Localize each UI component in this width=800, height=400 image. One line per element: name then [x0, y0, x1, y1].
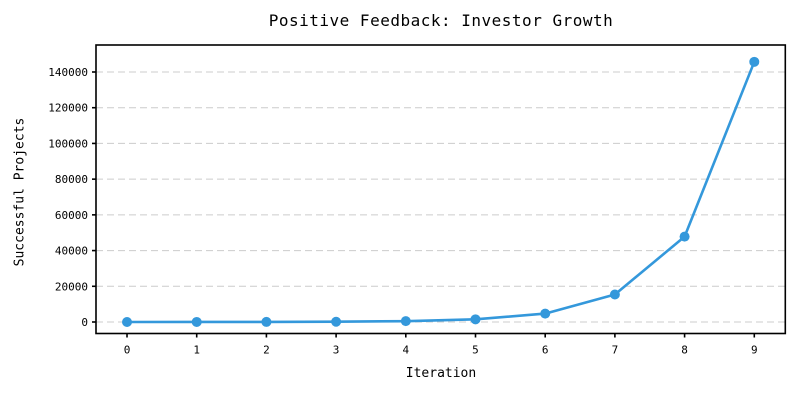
x-tick-label: 6	[542, 344, 549, 357]
chart-title: Positive Feedback: Investor Growth	[268, 11, 614, 30]
x-tick-label: 0	[124, 344, 131, 357]
x-tick-label: 9	[751, 344, 758, 357]
y-tick-label: 60000	[55, 209, 88, 222]
y-tick-label: 40000	[55, 245, 88, 258]
y-tick-label: 80000	[55, 173, 88, 186]
x-tick-label: 1	[193, 344, 200, 357]
y-tick-label: 20000	[55, 280, 88, 293]
y-tick-label: 0	[81, 316, 88, 329]
x-tick-label: 8	[681, 344, 688, 357]
data-point	[331, 316, 342, 327]
x-tick-label: 5	[472, 344, 479, 357]
data-point	[400, 316, 411, 327]
data-point	[540, 308, 551, 319]
data-point	[749, 56, 760, 67]
plot-border	[95, 44, 787, 335]
x-tick-label: 2	[263, 344, 270, 357]
data-point	[679, 231, 690, 242]
y-tick-label: 140000	[48, 66, 88, 79]
x-tick-label: 3	[333, 344, 340, 357]
x-tick-label: 7	[612, 344, 619, 357]
data-point	[122, 316, 133, 327]
y-tick-label: 120000	[48, 102, 88, 115]
x-axis-label: Iteration	[405, 366, 477, 381]
data-point	[191, 316, 202, 327]
data-point	[470, 314, 481, 325]
x-tick-label: 4	[402, 344, 409, 357]
data-line	[125, 60, 756, 324]
y-tick-label: 100000	[48, 137, 88, 150]
data-point	[261, 316, 272, 327]
data-point	[609, 289, 620, 300]
